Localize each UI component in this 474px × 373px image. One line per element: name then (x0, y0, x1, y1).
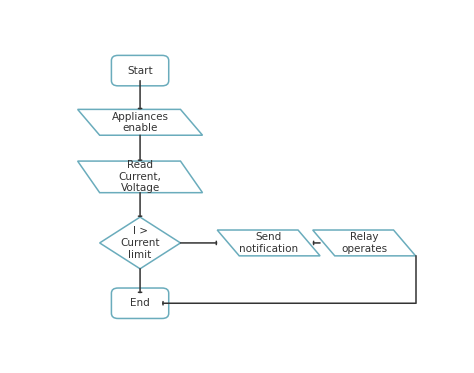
Text: End: End (130, 298, 150, 308)
Polygon shape (217, 230, 320, 256)
Text: Send
notification: Send notification (239, 232, 298, 254)
FancyBboxPatch shape (111, 55, 169, 86)
Text: Relay
operates: Relay operates (341, 232, 387, 254)
Text: Start: Start (127, 66, 153, 76)
Polygon shape (78, 161, 202, 193)
Polygon shape (78, 109, 202, 135)
Text: I >
Current
limit: I > Current limit (120, 226, 160, 260)
Text: Read
Current,
Voltage: Read Current, Voltage (118, 160, 162, 194)
FancyBboxPatch shape (111, 288, 169, 319)
Text: Appliances
enable: Appliances enable (111, 112, 169, 133)
Polygon shape (100, 217, 181, 269)
Polygon shape (313, 230, 416, 256)
